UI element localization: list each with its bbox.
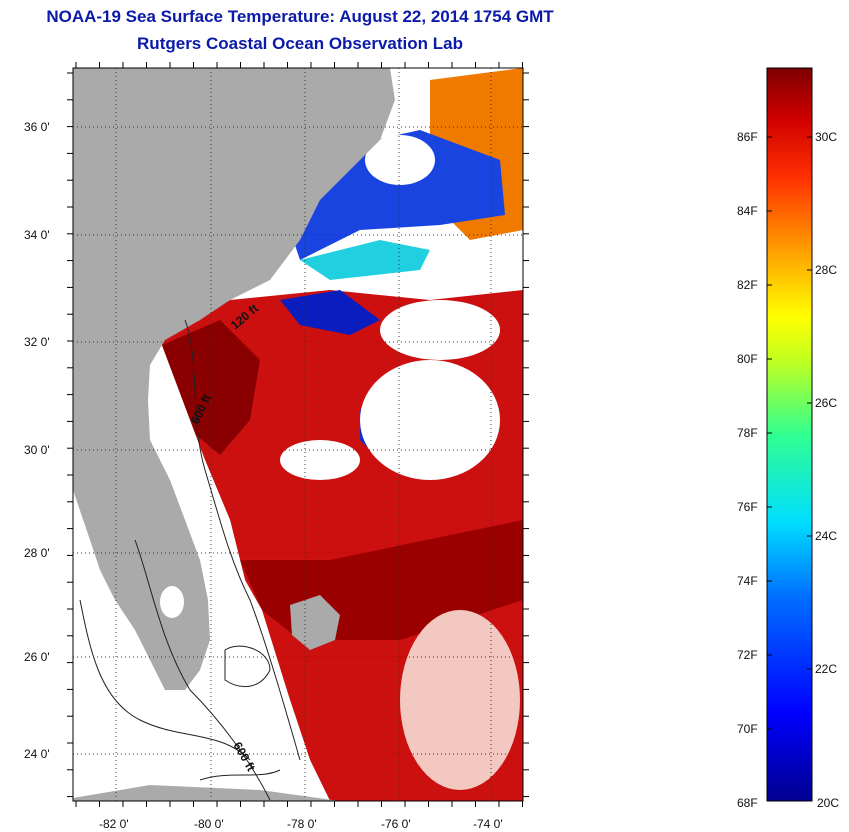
isobath-line xyxy=(199,769,281,781)
cloud-patch xyxy=(380,300,500,360)
lat-label: 34 0' xyxy=(24,228,50,242)
cloud-patch xyxy=(400,610,520,790)
sst-cold-patch-mid xyxy=(280,290,380,335)
graticule xyxy=(73,68,523,801)
land-mass xyxy=(73,68,395,690)
lat-label: 32 0' xyxy=(24,335,50,349)
isobath-line xyxy=(224,645,271,688)
lat-label: 30 0' xyxy=(24,443,50,457)
isobath-line xyxy=(184,319,301,761)
lon-label: -74 0' xyxy=(473,817,503,831)
lat-label: 28 0' xyxy=(24,546,50,560)
cloud-patch xyxy=(365,135,435,185)
colorbar-ticks xyxy=(767,136,812,730)
lon-label: -78 0' xyxy=(287,817,317,831)
colorbar-f-label: 82F xyxy=(737,278,758,292)
cloud-patch xyxy=(360,360,500,480)
colorbar-c-label: 26C xyxy=(815,396,837,410)
colorbar-c-label: 24C xyxy=(815,529,837,543)
lon-label: -82 0' xyxy=(99,817,129,831)
lon-label: -76 0' xyxy=(381,817,411,831)
colorbar-c-label: 30C xyxy=(815,130,837,144)
colorbar-f-label: 84F xyxy=(737,204,758,218)
colorbar-c-label: 20C xyxy=(817,796,839,810)
isobath-line xyxy=(79,599,251,761)
colorbar-c-label: 22C xyxy=(815,662,837,676)
colorbar-f-label: 72F xyxy=(737,648,758,662)
lat-label: 36 0' xyxy=(24,120,50,134)
colorbar xyxy=(766,67,813,802)
colorbar-f-label: 74F xyxy=(737,574,758,588)
land-cuba xyxy=(73,785,340,801)
sst-cyan-fringe xyxy=(300,240,430,280)
colorbar-f-label: 80F xyxy=(737,352,758,366)
map-title: NOAA-19 Sea Surface Temperature: August … xyxy=(46,7,554,26)
axis-ticks xyxy=(67,62,529,807)
lake-okeechobee xyxy=(160,586,184,618)
map-subtitle: Rutgers Coastal Ocean Observation Lab xyxy=(137,34,463,53)
colorbar-f-label: 78F xyxy=(737,426,758,440)
isobath-line xyxy=(134,539,271,801)
colorbar-f-label: 86F xyxy=(737,130,758,144)
cloud-patch xyxy=(280,440,360,480)
lat-label: 24 0' xyxy=(24,747,50,761)
colorbar-f-label: 70F xyxy=(737,722,758,736)
lon-label: -80 0' xyxy=(194,817,224,831)
land-bahamas xyxy=(290,595,340,650)
lat-label: 26 0' xyxy=(24,650,50,664)
colorbar-f-label: 76F xyxy=(737,500,758,514)
colorbar-f-label: 68F xyxy=(737,796,758,810)
colorbar-c-label: 28C xyxy=(815,263,837,277)
map-frame xyxy=(72,67,524,802)
